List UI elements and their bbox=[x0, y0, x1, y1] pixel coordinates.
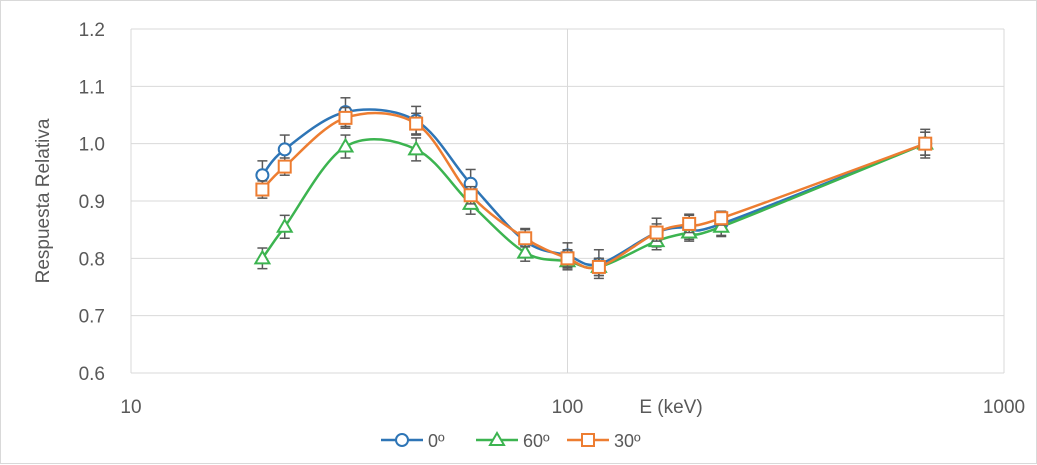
legend-item-0: 0º bbox=[381, 431, 445, 451]
y-tick-label: 1.1 bbox=[79, 77, 105, 98]
data-point bbox=[518, 231, 533, 246]
data-point bbox=[409, 116, 424, 131]
y-tick-label: 0.7 bbox=[79, 307, 105, 328]
y-tick-label: 0.9 bbox=[79, 192, 105, 213]
x-tick-label: 10 bbox=[120, 397, 141, 418]
data-point bbox=[255, 168, 270, 183]
legend: 0º 60º 30º bbox=[381, 431, 641, 451]
data-point bbox=[277, 142, 292, 157]
series-1 bbox=[261, 138, 926, 270]
x-axis-title: E (keV) bbox=[639, 397, 702, 418]
y-axis-title: Respuesta Relativa bbox=[33, 118, 54, 283]
data-point bbox=[255, 182, 270, 197]
data-point bbox=[336, 137, 355, 153]
legend-marker bbox=[488, 431, 506, 446]
series-2 bbox=[261, 111, 926, 270]
legend-item-2: 30º bbox=[567, 431, 641, 451]
data-point bbox=[407, 140, 425, 156]
legend-label: 0º bbox=[428, 431, 445, 451]
grid bbox=[130, 28, 1005, 374]
legend-label: 30º bbox=[614, 431, 641, 451]
data-point bbox=[275, 217, 294, 233]
series-line bbox=[261, 111, 926, 270]
x-tick-label: 100 bbox=[552, 397, 584, 418]
y-tick-label: 1.2 bbox=[79, 20, 105, 41]
data-point bbox=[714, 211, 729, 226]
series-marks-0 bbox=[255, 97, 933, 280]
data-point bbox=[516, 243, 534, 259]
data-point bbox=[338, 110, 353, 125]
data-point bbox=[682, 216, 697, 231]
data-point bbox=[649, 225, 664, 240]
data-point bbox=[560, 251, 575, 266]
x-tick-label: 1000 bbox=[983, 397, 1025, 418]
y-tick-label: 0.6 bbox=[79, 364, 105, 385]
series-0 bbox=[261, 108, 926, 267]
series-line bbox=[261, 108, 926, 267]
y-tick-label: 0.8 bbox=[79, 249, 105, 270]
data-point bbox=[463, 188, 478, 203]
series-marks-2 bbox=[255, 106, 933, 277]
data-point bbox=[591, 259, 606, 274]
data-point bbox=[918, 136, 933, 151]
y-tick-labels: 0.6 0.7 0.8 0.9 1.0 1.1 1.2 bbox=[79, 20, 105, 385]
legend-marker bbox=[581, 433, 595, 447]
x-tick-labels: 10 100 1000 bbox=[120, 397, 1025, 418]
series-marks-1 bbox=[253, 131, 934, 277]
legend-marker bbox=[395, 433, 409, 447]
data-point bbox=[277, 159, 292, 174]
series-line bbox=[261, 138, 926, 270]
legend-item-1: 60º bbox=[476, 431, 550, 451]
data-point bbox=[253, 249, 272, 265]
legend-label: 60º bbox=[523, 431, 550, 451]
y-tick-label: 1.0 bbox=[79, 135, 105, 156]
series-layer bbox=[253, 97, 934, 280]
